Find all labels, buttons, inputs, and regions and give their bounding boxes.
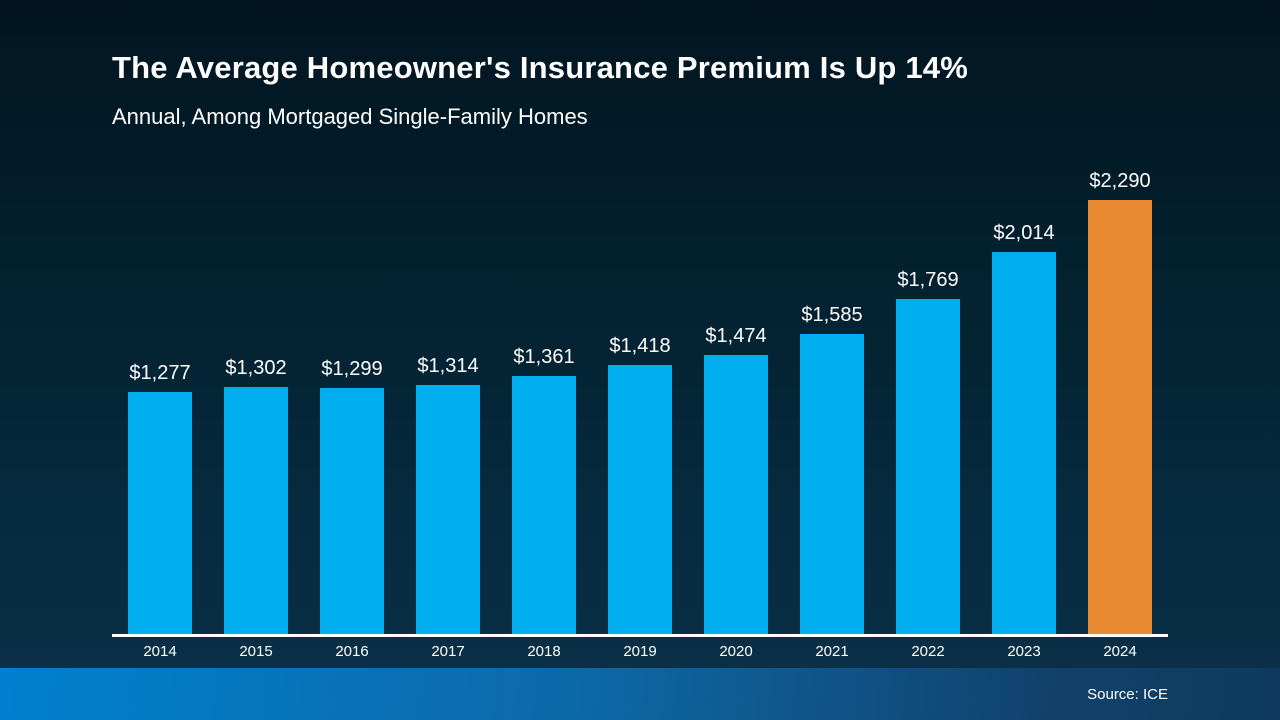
bar-group-2019: $1,418 [608,336,672,634]
bar-2017 [416,385,480,634]
bar-group-2021: $1,585 [800,305,864,634]
x-axis-label-2020: 2020 [719,643,753,660]
x-axis-label-2015: 2015 [239,643,273,660]
bar-group-2022: $1,769 [896,270,960,634]
source-label: Source: ICE [1087,685,1168,703]
bar-value-label-2014: $1,277 [129,362,191,384]
bar-value-label-2023: $2,014 [993,222,1055,244]
chart-subtitle: Annual, Among Mortgaged Single-Family Ho… [112,104,588,129]
x-axis-label-2024: 2024 [1103,643,1137,660]
bar-2021 [800,334,864,634]
x-axis-label-2022: 2022 [911,643,945,660]
bar-value-label-2016: $1,299 [321,358,383,380]
bar-2014 [128,392,192,634]
bar-group-2024: $2,290 [1088,171,1152,634]
bar-group-2018: $1,361 [512,347,576,634]
bar-value-label-2021: $1,585 [801,304,863,326]
bar-2024 [1088,200,1152,634]
x-axis-label-2023: 2023 [1007,643,1041,660]
x-axis-label-2016: 2016 [335,643,369,660]
bar-group-2016: $1,299 [320,359,384,634]
bar-2023 [992,252,1056,634]
bar-2015 [224,387,288,634]
x-axis-label-2014: 2014 [143,643,177,660]
bar-2018 [512,376,576,634]
bar-2019 [608,365,672,634]
bar-value-label-2022: $1,769 [897,269,959,291]
bar-value-label-2024: $2,290 [1089,170,1151,192]
x-axis-line [112,634,1168,637]
bar-group-2020: $1,474 [704,326,768,634]
x-axis-labels: 2014 2015 2016 2017 2018 2019 2020 2021 2022 2023… [128,643,1152,660]
bar-value-label-2018: $1,361 [513,346,575,368]
bar-group-2023: $2,014 [992,223,1056,634]
bar-group-2015: $1,302 [224,358,288,634]
bar-value-label-2019: $1,418 [609,335,671,357]
bar-2022 [896,299,960,634]
bar-value-label-2015: $1,302 [225,357,287,379]
x-axis-label-2019: 2019 [623,643,657,660]
bar-2020 [704,355,768,634]
bar-group-2014: $1,277 [128,363,192,634]
footer-band: Source: ICE [0,668,1280,720]
chart-title: The Average Homeowner's Insurance Premiu… [112,50,969,85]
bars-container: $1,277 $1,302 $1,299 $1,314 $1,361 $1,418 $1,4… [128,171,1152,634]
bar-2016 [320,388,384,634]
bar-value-label-2017: $1,314 [417,355,479,377]
bar-value-label-2020: $1,474 [705,325,767,347]
x-axis-label-2018: 2018 [527,643,561,660]
bar-group-2017: $1,314 [416,356,480,634]
x-axis-label-2021: 2021 [815,643,849,660]
x-axis-label-2017: 2017 [431,643,465,660]
